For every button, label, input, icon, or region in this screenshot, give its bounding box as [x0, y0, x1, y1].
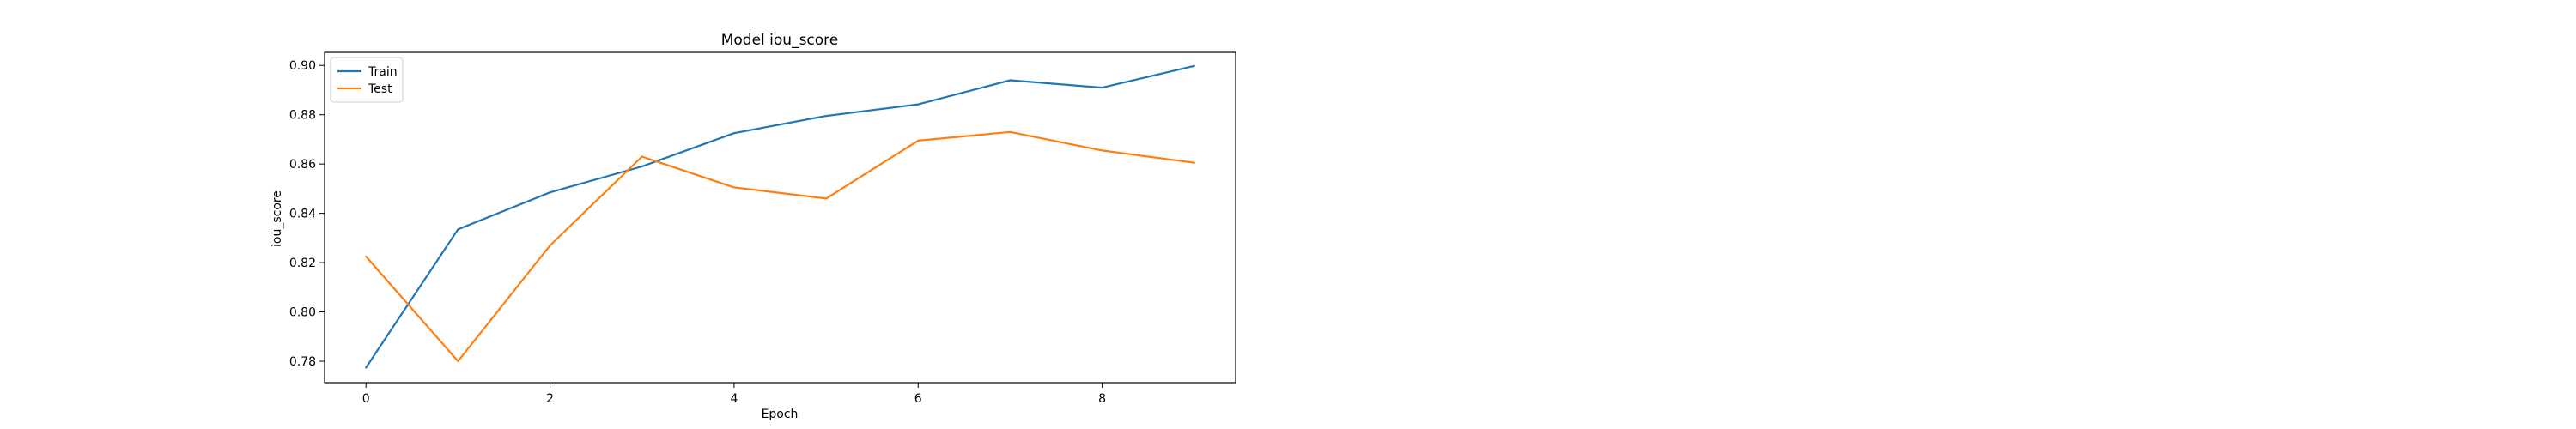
data-point-test	[824, 197, 828, 200]
x-tick-label: 6	[914, 392, 922, 406]
y-tick-label: 0.88	[289, 109, 316, 123]
y-axis-label: iou_score	[270, 190, 284, 247]
y-tick-label: 0.78	[289, 355, 316, 369]
y-tick-label: 0.84	[289, 208, 316, 221]
series-line-test	[365, 130, 1194, 363]
data-point-train	[917, 103, 920, 106]
data-point-test	[917, 139, 920, 142]
y-tick-label: 0.86	[289, 158, 316, 172]
data-point-test	[1193, 161, 1195, 164]
x-tick-label: 2	[546, 392, 554, 406]
data-point-train	[365, 366, 368, 369]
x-axis-label: Epoch	[762, 408, 799, 421]
data-point-test	[1009, 130, 1012, 133]
data-point-test	[549, 244, 551, 247]
series-line-train	[365, 64, 1195, 369]
series-layer	[365, 64, 1195, 369]
data-point-test	[365, 255, 368, 257]
data-point-train	[824, 115, 828, 118]
y-tick-label: 0.80	[289, 306, 316, 320]
data-point-train	[549, 191, 551, 194]
x-tick-label: 4	[730, 392, 738, 406]
tick-layer: 0 2 4 6 8 0.78 0.80 0.82 0.84 0.86 0.88 0.90	[289, 59, 1106, 406]
data-point-train	[1193, 64, 1195, 67]
y-tick-label: 0.90	[289, 59, 316, 73]
legend-box	[330, 57, 404, 103]
data-point-train	[641, 165, 643, 168]
x-tick-label: 8	[1098, 392, 1106, 406]
legend-label-train: Train	[368, 65, 398, 79]
data-point-train	[732, 132, 736, 135]
legend-label-test: Test	[368, 82, 392, 96]
chart-title: Model iou_score	[721, 32, 839, 49]
x-tick-label: 0	[362, 392, 370, 406]
data-point-train	[1009, 79, 1012, 82]
data-point-train	[457, 228, 459, 231]
data-point-test	[641, 155, 643, 158]
data-point-test	[732, 186, 736, 189]
y-tick-label: 0.82	[289, 257, 316, 270]
data-point-test	[1101, 149, 1103, 152]
legend: Train Test	[330, 57, 404, 103]
data-point-test	[457, 360, 459, 363]
plot-area-frame	[324, 51, 1236, 384]
data-point-train	[1101, 86, 1103, 89]
